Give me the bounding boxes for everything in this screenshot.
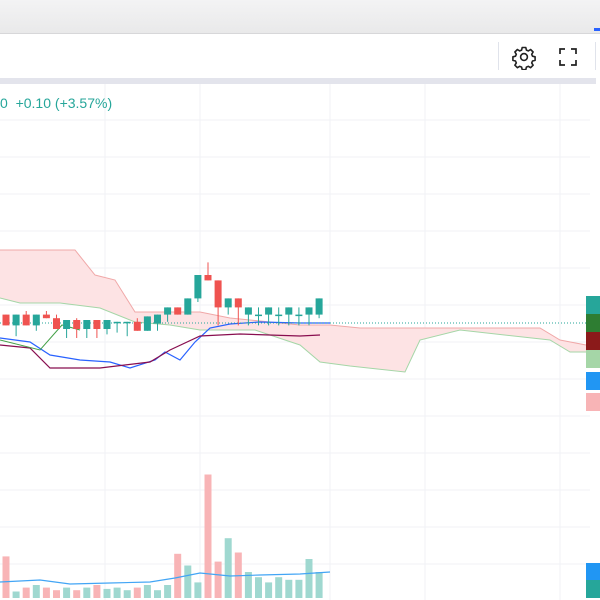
titlebar-accent <box>594 28 600 31</box>
candle-body <box>234 298 242 308</box>
candle-body <box>214 280 222 308</box>
fullscreen-icon <box>559 48 577 66</box>
price-scale-label <box>586 372 600 390</box>
candle-body <box>224 298 232 308</box>
candle-body <box>22 314 30 326</box>
price-scale-label <box>586 393 600 411</box>
fullscreen-button[interactable] <box>552 41 584 73</box>
candle-body <box>12 314 20 326</box>
price-change-legend: 0 +0.10 (+3.57%) <box>0 95 112 111</box>
toolbar-divider <box>0 78 596 84</box>
price-scale-label <box>586 296 600 314</box>
volume-bar <box>2 556 10 598</box>
volume-bar <box>174 553 182 598</box>
chart-top-toolbar <box>0 34 600 78</box>
volume-bar <box>42 587 50 598</box>
candle-body <box>174 307 182 315</box>
candle-body <box>83 320 91 329</box>
window-titlebar <box>0 0 600 34</box>
volume-bar <box>73 590 81 598</box>
volume-bar <box>53 590 60 598</box>
candle-body <box>123 321 131 324</box>
candle-body <box>32 314 40 326</box>
candle-body <box>244 307 252 315</box>
volume-bar <box>255 577 262 598</box>
leading-span-b <box>0 297 586 373</box>
toolbar-separator <box>498 42 499 70</box>
candle-body <box>315 298 323 315</box>
volume-bar <box>194 582 202 598</box>
volume-bar <box>315 572 323 598</box>
volume-bar <box>154 590 161 598</box>
candle-body <box>154 314 161 324</box>
candle-body <box>2 314 10 326</box>
volume-bar <box>32 585 40 598</box>
volume-bar <box>275 577 283 598</box>
price-scale-label <box>586 563 600 581</box>
lagging-span <box>0 324 81 351</box>
candle-body <box>143 316 151 331</box>
chart-canvas[interactable] <box>0 84 600 600</box>
candle-body <box>113 321 121 324</box>
ichimoku-cloud <box>0 250 586 372</box>
candle-body <box>285 307 293 315</box>
volume-bar <box>214 561 222 598</box>
price-scale-label <box>586 580 600 598</box>
candle-body <box>275 314 283 317</box>
candle-body <box>204 275 212 281</box>
volume-bar <box>184 565 192 598</box>
volume-bar <box>113 587 121 598</box>
price-scale-label <box>586 314 600 332</box>
legend-change-percent: (+3.57%) <box>54 95 113 111</box>
volume-bar <box>103 588 111 598</box>
volume-bar <box>244 572 252 598</box>
candle-body <box>194 275 202 299</box>
volume-bar <box>123 590 131 598</box>
candle-body <box>103 320 111 329</box>
candle-body <box>184 298 192 315</box>
candle-body <box>42 314 50 319</box>
settings-button[interactable] <box>508 41 540 73</box>
candle-body <box>255 314 262 317</box>
candle-body <box>63 320 71 329</box>
legend-last-digit: 0 <box>0 95 8 111</box>
candle-body <box>73 320 81 329</box>
volume-bar <box>83 587 91 598</box>
candle-body <box>265 307 273 315</box>
conversion-line <box>0 321 330 369</box>
volume-bar <box>22 587 30 598</box>
base-line <box>0 333 321 369</box>
volume-ma-line <box>0 571 331 585</box>
leading-span-a <box>0 249 587 346</box>
candle-body <box>295 314 303 317</box>
volume-bar <box>12 591 20 598</box>
volume-bar <box>265 582 273 598</box>
volume-bar <box>295 579 303 598</box>
volume-bar <box>285 579 293 598</box>
gear-icon <box>512 46 536 70</box>
volume-bar <box>143 585 151 598</box>
candle-body <box>164 307 172 315</box>
price-scale-label <box>586 350 600 368</box>
volume-bar <box>204 474 212 598</box>
legend-change: +0.10 <box>15 95 52 111</box>
volume-bar <box>133 587 141 598</box>
toolbar-separator <box>595 42 596 70</box>
volume-bar <box>63 587 71 598</box>
candle-body <box>53 318 60 329</box>
price-scale-label <box>586 332 600 350</box>
candle-body <box>305 307 313 315</box>
volume-bar <box>164 585 172 598</box>
volume-bar <box>93 585 101 598</box>
volume-bar <box>305 559 313 598</box>
candle-body <box>133 321 141 331</box>
volume-bar <box>224 538 232 598</box>
candle-body <box>93 320 101 329</box>
